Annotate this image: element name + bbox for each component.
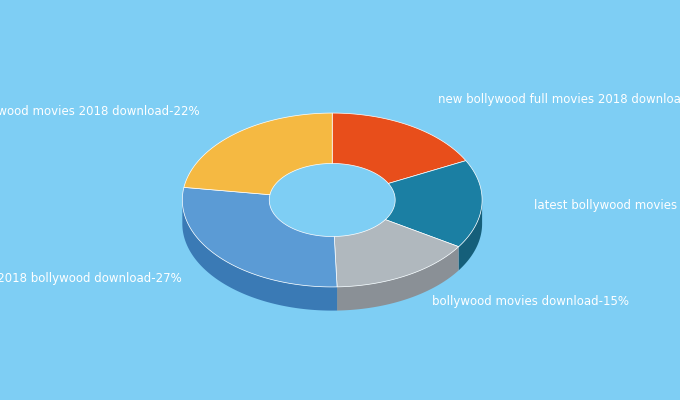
Text: bollywood movies download-15%: bollywood movies download-15% (432, 296, 630, 308)
Polygon shape (182, 187, 337, 287)
Text: new movies 2018 bollywood download-27%: new movies 2018 bollywood download-27% (0, 272, 182, 285)
Polygon shape (335, 220, 459, 287)
Text: latest bollywood movies download-16%: latest bollywood movies download-16% (534, 199, 680, 212)
Polygon shape (337, 247, 459, 310)
Text: new bollywood full movies 2018 download-17%: new bollywood full movies 2018 download-… (438, 94, 680, 106)
Polygon shape (269, 200, 395, 260)
Polygon shape (386, 161, 482, 247)
Text: bollywood movies 2018 download-22%: bollywood movies 2018 download-22% (0, 105, 200, 118)
Polygon shape (182, 200, 337, 311)
Polygon shape (333, 113, 466, 184)
Polygon shape (459, 200, 482, 270)
Polygon shape (184, 113, 333, 195)
